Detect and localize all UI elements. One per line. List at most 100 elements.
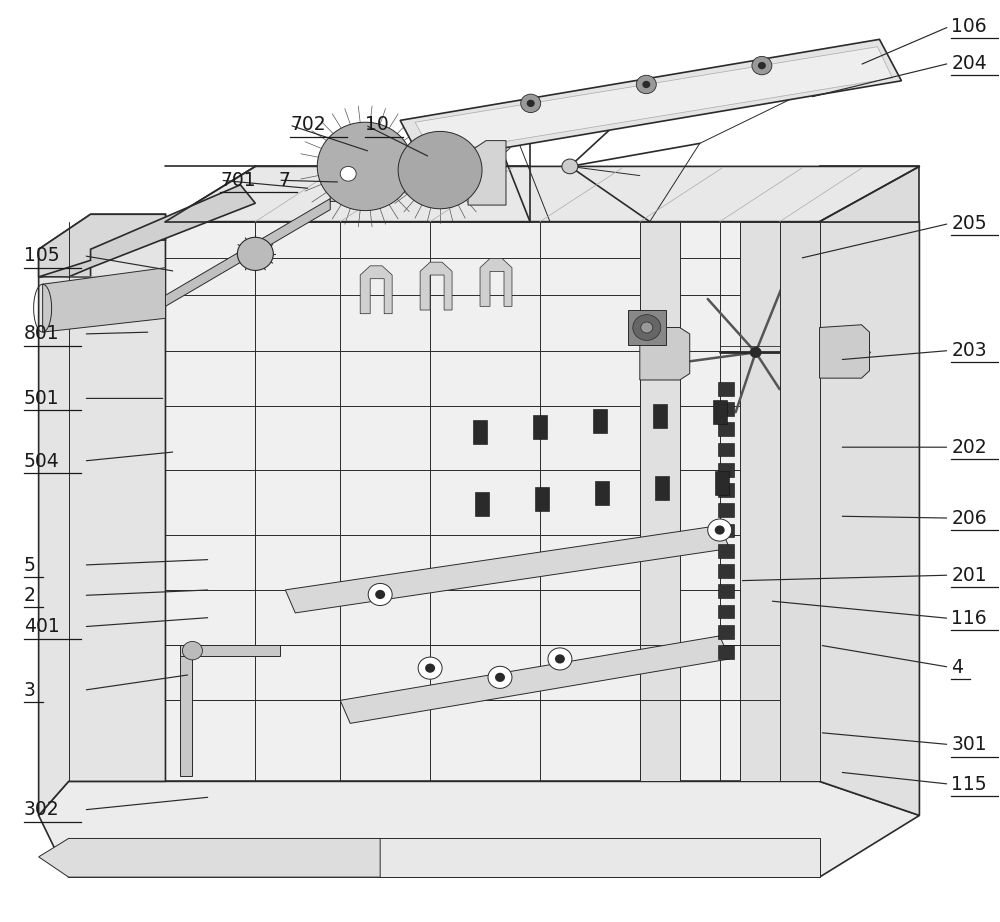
- Circle shape: [555, 655, 565, 664]
- Bar: [533, 415, 547, 439]
- Text: 501: 501: [24, 389, 59, 408]
- Circle shape: [715, 526, 725, 535]
- Text: 701: 701: [220, 171, 256, 190]
- Bar: [718, 382, 734, 396]
- Bar: [718, 503, 734, 517]
- Circle shape: [368, 584, 392, 606]
- Bar: [475, 492, 489, 516]
- Polygon shape: [69, 838, 820, 877]
- Text: 301: 301: [951, 735, 987, 754]
- Bar: [718, 463, 734, 477]
- Bar: [473, 420, 487, 444]
- Circle shape: [758, 62, 766, 69]
- Polygon shape: [415, 47, 892, 154]
- Bar: [718, 402, 734, 416]
- Polygon shape: [360, 266, 392, 313]
- Polygon shape: [165, 221, 820, 781]
- Polygon shape: [340, 636, 730, 724]
- Bar: [628, 310, 666, 345]
- Bar: [718, 422, 734, 436]
- Polygon shape: [780, 221, 820, 781]
- Polygon shape: [480, 258, 512, 306]
- Circle shape: [398, 132, 482, 208]
- Bar: [718, 564, 734, 578]
- Text: 5: 5: [24, 556, 36, 574]
- Circle shape: [418, 657, 442, 680]
- Polygon shape: [820, 325, 869, 378]
- Text: 302: 302: [24, 800, 59, 820]
- Text: 702: 702: [290, 115, 326, 135]
- Text: 3: 3: [24, 680, 36, 700]
- Text: 115: 115: [951, 774, 987, 794]
- Circle shape: [527, 100, 535, 107]
- Circle shape: [237, 237, 273, 270]
- Bar: [535, 487, 549, 511]
- Polygon shape: [43, 267, 165, 332]
- Bar: [715, 471, 729, 495]
- Polygon shape: [400, 40, 901, 161]
- Polygon shape: [180, 645, 280, 656]
- Bar: [718, 544, 734, 558]
- Polygon shape: [39, 184, 255, 277]
- Polygon shape: [640, 221, 680, 781]
- Polygon shape: [39, 781, 919, 877]
- Circle shape: [425, 664, 435, 673]
- Text: 2: 2: [24, 585, 36, 605]
- Text: 7: 7: [278, 171, 290, 190]
- Bar: [718, 443, 734, 456]
- Text: 106: 106: [951, 17, 987, 36]
- Bar: [713, 400, 727, 424]
- Polygon shape: [820, 221, 919, 815]
- Text: 205: 205: [951, 214, 987, 233]
- Text: 204: 204: [951, 53, 987, 73]
- Text: 10: 10: [365, 115, 389, 135]
- Text: 105: 105: [24, 246, 59, 266]
- Text: 203: 203: [951, 341, 987, 360]
- Circle shape: [752, 56, 772, 75]
- Circle shape: [488, 667, 512, 689]
- Text: 201: 201: [951, 566, 987, 585]
- Polygon shape: [39, 838, 380, 877]
- Circle shape: [521, 94, 541, 112]
- Circle shape: [548, 648, 572, 670]
- Text: 801: 801: [24, 325, 59, 344]
- Polygon shape: [740, 221, 780, 781]
- Bar: [718, 483, 734, 497]
- Polygon shape: [165, 166, 919, 221]
- Bar: [653, 404, 667, 428]
- Circle shape: [182, 642, 202, 660]
- Circle shape: [636, 76, 656, 94]
- Polygon shape: [640, 327, 690, 380]
- Bar: [718, 605, 734, 619]
- Circle shape: [641, 322, 653, 333]
- Circle shape: [750, 347, 762, 358]
- Circle shape: [633, 314, 661, 340]
- Circle shape: [340, 166, 356, 181]
- Bar: [655, 476, 669, 500]
- Circle shape: [642, 81, 650, 89]
- Bar: [718, 585, 734, 598]
- Text: 202: 202: [951, 438, 987, 456]
- Polygon shape: [39, 214, 165, 815]
- Circle shape: [375, 590, 385, 599]
- Bar: [718, 524, 734, 538]
- Polygon shape: [420, 262, 452, 310]
- Polygon shape: [330, 139, 365, 201]
- Polygon shape: [165, 198, 330, 306]
- Bar: [718, 625, 734, 639]
- Circle shape: [708, 519, 732, 541]
- Polygon shape: [39, 214, 165, 277]
- Polygon shape: [820, 166, 919, 221]
- Circle shape: [317, 123, 413, 210]
- Bar: [595, 481, 609, 505]
- Bar: [718, 645, 734, 659]
- Circle shape: [562, 159, 578, 173]
- Polygon shape: [180, 645, 192, 775]
- Text: 206: 206: [951, 509, 987, 527]
- Text: 504: 504: [24, 452, 59, 470]
- Bar: [593, 409, 607, 433]
- Circle shape: [495, 673, 505, 682]
- Text: 4: 4: [951, 657, 963, 677]
- Text: 401: 401: [24, 617, 59, 636]
- Polygon shape: [285, 526, 730, 613]
